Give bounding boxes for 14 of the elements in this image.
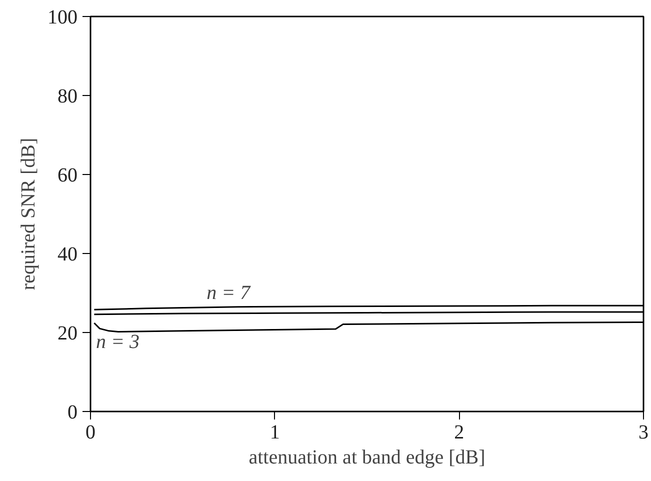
legend-label: n = 3 [96,331,140,354]
y-tick-label: 20 [58,322,78,344]
series-label: n = 7 [206,282,252,304]
x-tick-label: 0 [86,422,96,444]
y-tick-label: 100 [48,6,78,28]
y-tick-label: 0 [68,402,78,424]
y-tick-label: 80 [58,86,78,108]
x-tick-label: 2 [454,422,464,444]
y-tick-label: 40 [58,244,78,266]
y-tick-label: 60 [58,164,78,186]
y-axis-title: required SNR [dB] [18,138,40,290]
x-tick-label: 1 [270,422,280,444]
x-axis-title: attenuation at band edge [dB] [248,446,486,468]
x-tick-label: 3 [638,422,648,444]
